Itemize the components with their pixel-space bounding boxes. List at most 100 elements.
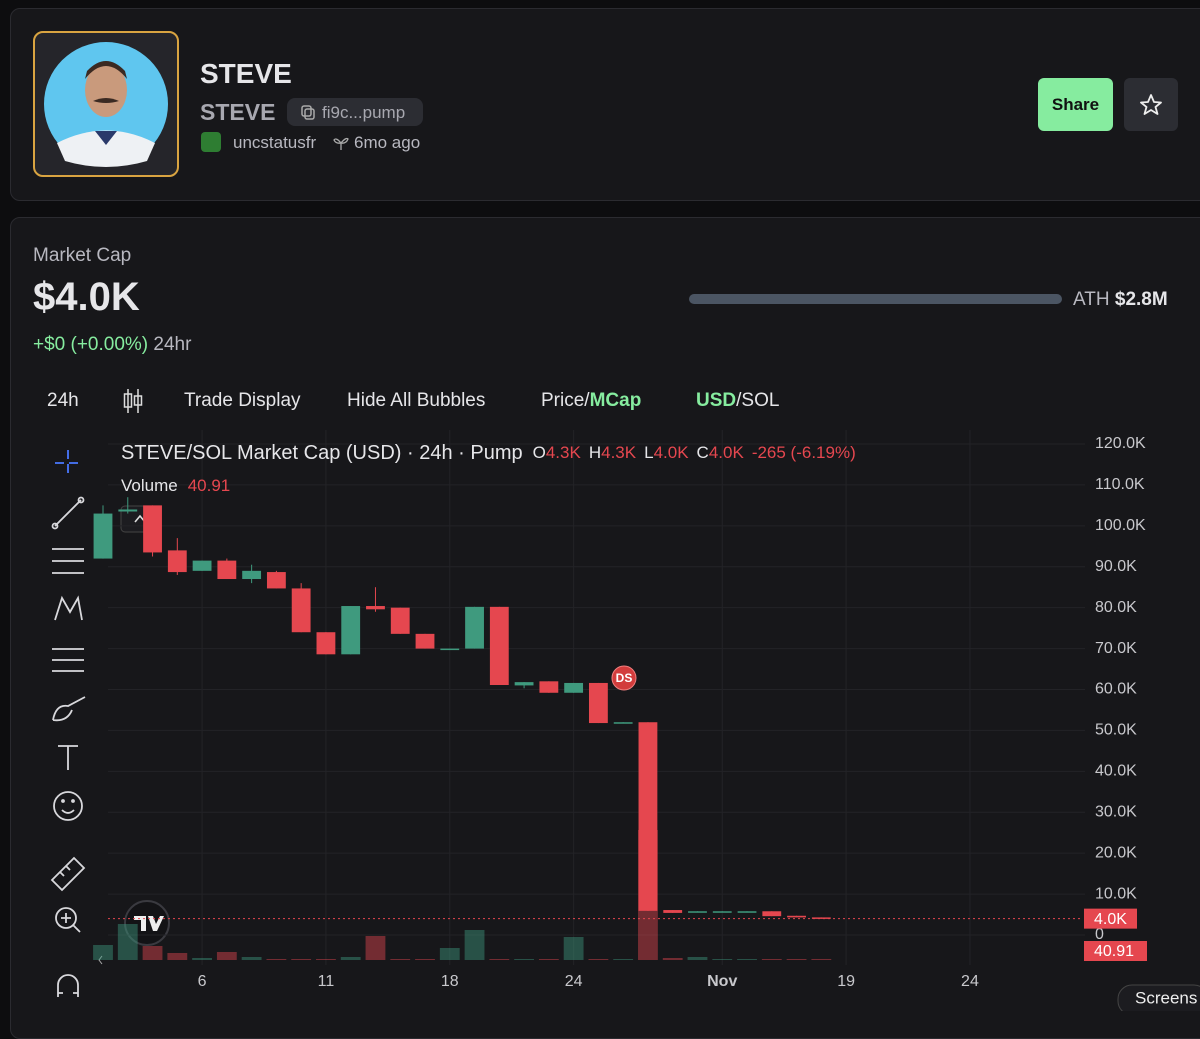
volume-bar bbox=[737, 959, 757, 960]
sol: /SOL bbox=[736, 390, 780, 411]
y-tick-label: 110.0K bbox=[1095, 476, 1145, 493]
scroll-left[interactable] bbox=[98, 955, 103, 965]
candle-body bbox=[316, 632, 336, 655]
candle-body bbox=[465, 606, 484, 649]
volume-bar bbox=[316, 959, 336, 960]
volume-bar bbox=[266, 959, 287, 960]
x-tick-label: 24 bbox=[961, 973, 979, 990]
volume-bar bbox=[613, 959, 634, 960]
candle-body bbox=[390, 607, 410, 634]
volume-bar bbox=[514, 959, 534, 960]
candle-body bbox=[440, 648, 460, 651]
ohlc-key: C bbox=[697, 443, 709, 462]
ohlc-value: 4.0K bbox=[709, 443, 745, 462]
ath: ATH $2.8M bbox=[1073, 289, 1168, 311]
badge bbox=[611, 665, 637, 691]
volume-bar bbox=[216, 952, 237, 960]
avatar-frame bbox=[33, 31, 179, 177]
x-tick-label: 19 bbox=[837, 973, 855, 990]
candle-body bbox=[167, 550, 187, 573]
candle-body bbox=[787, 915, 806, 918]
y-tick-label: 0 bbox=[1095, 926, 1104, 943]
price-label: 4.0K bbox=[1094, 911, 1127, 928]
volume-bar bbox=[811, 958, 832, 960]
candle-body bbox=[366, 606, 385, 610]
ohlc-value: 4.3K bbox=[601, 443, 637, 462]
volume-bar bbox=[93, 945, 113, 960]
candle-body bbox=[613, 722, 633, 724]
volume-value: 40.91 bbox=[188, 476, 231, 495]
avatar bbox=[44, 42, 168, 167]
favorite-button[interactable] bbox=[1124, 78, 1178, 131]
copy-icon bbox=[301, 105, 315, 120]
market-cap-value: $4.0K bbox=[33, 275, 140, 319]
ohlc-value: 4.0K bbox=[654, 443, 690, 462]
ath-label: ATH bbox=[1073, 289, 1110, 310]
volume-bar bbox=[192, 958, 212, 960]
candle-body bbox=[688, 911, 707, 913]
volume-bar bbox=[538, 959, 559, 960]
candle-body bbox=[217, 560, 237, 580]
page: STEVE STEVE fi9c...pump uncstatusfr 6mo … bbox=[10, 8, 1200, 1039]
chart-title: STEVE/SOL Market Cap (USD) · 24h · Pump O… bbox=[121, 442, 856, 464]
y-tick-label: 10.0K bbox=[1095, 885, 1137, 902]
candle-body bbox=[663, 910, 683, 913]
y-tick-label: 20.0K bbox=[1095, 844, 1137, 861]
volume-bar bbox=[241, 957, 262, 960]
candle-body bbox=[291, 588, 311, 633]
tv-logo bbox=[124, 900, 170, 946]
volume-name: Volume bbox=[121, 476, 178, 495]
y-tick-label: 90.0K bbox=[1095, 558, 1137, 575]
candle-body bbox=[489, 606, 509, 685]
token-name: STEVE bbox=[200, 58, 292, 89]
ath-value: $2.8M bbox=[1114, 289, 1168, 310]
volume-bar bbox=[415, 959, 435, 960]
candle-body bbox=[588, 682, 608, 724]
y-tick-label: 60.0K bbox=[1095, 681, 1137, 698]
volume-bar bbox=[588, 959, 609, 960]
volume-bar bbox=[291, 959, 312, 960]
volume-legend: Volume 40.91 bbox=[121, 476, 230, 495]
badge-label: DS bbox=[616, 671, 633, 685]
candle-body bbox=[118, 509, 138, 512]
candle-body bbox=[712, 911, 732, 913]
screenshot-button[interactable] bbox=[1117, 984, 1200, 1011]
creator[interactable]: uncstatusfr bbox=[233, 133, 317, 152]
price-toggle[interactable]: Price/MCap bbox=[541, 390, 641, 412]
volume-bar bbox=[687, 957, 708, 960]
chart-title-text: STEVE/SOL Market Cap (USD) · 24h · Pump bbox=[121, 442, 523, 464]
address-chip[interactable]: fi9c...pump bbox=[287, 98, 423, 126]
x-tick-label: 24 bbox=[565, 973, 583, 990]
y-tick-label: 30.0K bbox=[1095, 803, 1137, 820]
candle-body bbox=[415, 633, 435, 649]
candle-body bbox=[93, 513, 113, 559]
volume-bar bbox=[489, 959, 510, 960]
volume-bar bbox=[439, 948, 460, 960]
candle-body bbox=[539, 681, 559, 693]
volume-bar bbox=[167, 953, 188, 960]
y-tick-label: 50.0K bbox=[1095, 722, 1137, 739]
x-tick-label: Nov bbox=[707, 973, 737, 990]
price: Price/ bbox=[541, 390, 590, 411]
market-change: +$0 (+0.00%) 24hr bbox=[33, 334, 191, 356]
candle-icon[interactable] bbox=[122, 388, 144, 414]
volume-bar bbox=[662, 958, 683, 960]
ohlc-value: 4.3K bbox=[546, 443, 582, 462]
share-button[interactable]: Share bbox=[1038, 78, 1113, 131]
y-tick-label: 80.0K bbox=[1095, 599, 1137, 616]
candle-body bbox=[514, 682, 534, 686]
volume-bar bbox=[390, 959, 411, 960]
currency-toggle[interactable]: USD/SOL bbox=[696, 390, 779, 412]
interval[interactable]: 24h bbox=[47, 390, 79, 411]
x-tick-label: 6 bbox=[198, 973, 207, 990]
screenshot-label: Screens bbox=[1135, 988, 1197, 1007]
volume-bar bbox=[365, 936, 386, 960]
x-tick-label: 18 bbox=[441, 973, 459, 990]
candle-body bbox=[266, 572, 286, 589]
candle-body bbox=[638, 722, 658, 911]
hide-bubbles[interactable]: Hide All Bubbles bbox=[347, 390, 486, 411]
candle-body bbox=[341, 606, 361, 655]
drawing-tools bbox=[50, 450, 86, 997]
x-tick-label: 11 bbox=[318, 973, 335, 990]
trade-display[interactable]: Trade Display bbox=[184, 390, 301, 411]
